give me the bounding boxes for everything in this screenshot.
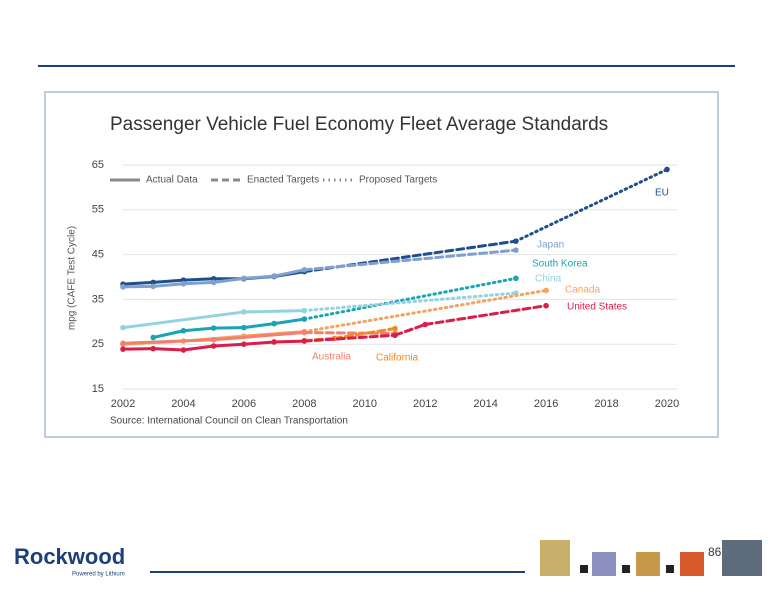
source: Source: International Council on Clean T… [110, 416, 348, 427]
x-tick-label: 2018 [594, 398, 618, 410]
data-point [302, 316, 308, 322]
logo: Rockwood [14, 544, 125, 569]
data-point [422, 322, 428, 328]
data-point [392, 326, 398, 332]
data-point [271, 273, 277, 279]
data-point [241, 325, 247, 331]
series-label: Australia [312, 352, 351, 363]
series-label: EU [655, 188, 669, 199]
series-segment [123, 282, 153, 284]
data-point [181, 347, 187, 353]
bullet [622, 565, 630, 573]
series-label: California [376, 353, 419, 364]
data-point [150, 284, 156, 290]
series-segment [214, 344, 244, 346]
y-tick-label: 15 [92, 383, 104, 395]
y-axis-label: mpg (CAFE Test Cycle) [67, 226, 78, 330]
legend-label: Enacted Targets [247, 175, 319, 186]
x-tick-label: 2020 [655, 398, 679, 410]
bullet [666, 565, 674, 573]
data-point [302, 338, 308, 344]
data-point [211, 325, 217, 331]
data-point [181, 328, 187, 334]
data-point [211, 337, 217, 343]
image [592, 552, 616, 576]
series-segment [183, 282, 213, 283]
data-point [271, 339, 277, 345]
chart-frame [45, 92, 718, 437]
data-point [543, 303, 549, 309]
bullet [580, 565, 588, 573]
y-tick-label: 55 [92, 204, 104, 216]
tagline: Powered by Lithium [72, 572, 125, 578]
data-point [120, 284, 126, 290]
y-tick-label: 35 [92, 293, 104, 305]
data-point [302, 330, 308, 336]
data-point [241, 276, 247, 282]
y-tick-label: 25 [92, 338, 104, 350]
x-tick-label: 2014 [473, 398, 497, 410]
data-point [513, 238, 519, 244]
data-point [241, 309, 247, 315]
y-tick-label: 45 [92, 249, 104, 261]
x-tick-label: 2006 [232, 398, 256, 410]
data-point [120, 346, 126, 352]
x-tick-label: 2010 [353, 398, 377, 410]
data-point [181, 281, 187, 287]
series-segment [183, 279, 213, 280]
image [540, 540, 570, 576]
data-point [664, 167, 670, 173]
series-label: Canada [565, 285, 600, 296]
data-point [513, 247, 519, 253]
data-point [241, 341, 247, 347]
legend-label: Actual Data [146, 175, 198, 186]
data-point [392, 332, 398, 338]
x-tick-label: 2016 [534, 398, 558, 410]
data-point [271, 321, 277, 327]
data-point [150, 346, 156, 352]
data-point [150, 335, 156, 341]
series-segment [304, 333, 395, 334]
footer-images [540, 540, 762, 576]
data-point [543, 288, 549, 294]
x-tick-label: 2002 [111, 398, 135, 410]
series-label: South Korea [532, 259, 588, 270]
image [722, 540, 762, 576]
chart-title: Passenger Vehicle Fuel Economy Fleet Ave… [110, 114, 608, 135]
page-number: 86 [708, 545, 722, 559]
data-point [120, 341, 126, 347]
data-point [120, 325, 126, 331]
image [636, 552, 660, 576]
series-label: Japan [537, 240, 564, 251]
series-segment [153, 349, 183, 350]
x-tick-label: 2012 [413, 398, 437, 410]
series-segment [244, 311, 304, 312]
x-tick-label: 2008 [292, 398, 316, 410]
data-point [211, 343, 217, 349]
series-label: United States [567, 302, 627, 313]
data-point [302, 267, 308, 273]
series-segment [274, 341, 304, 342]
y-tick-label: 65 [92, 159, 104, 171]
series-label: China [535, 274, 562, 285]
data-point [302, 308, 308, 314]
data-point [513, 276, 519, 282]
legend-label: Proposed Targets [359, 175, 437, 186]
data-point [211, 280, 217, 286]
image [680, 552, 704, 576]
x-tick-label: 2004 [171, 398, 195, 410]
